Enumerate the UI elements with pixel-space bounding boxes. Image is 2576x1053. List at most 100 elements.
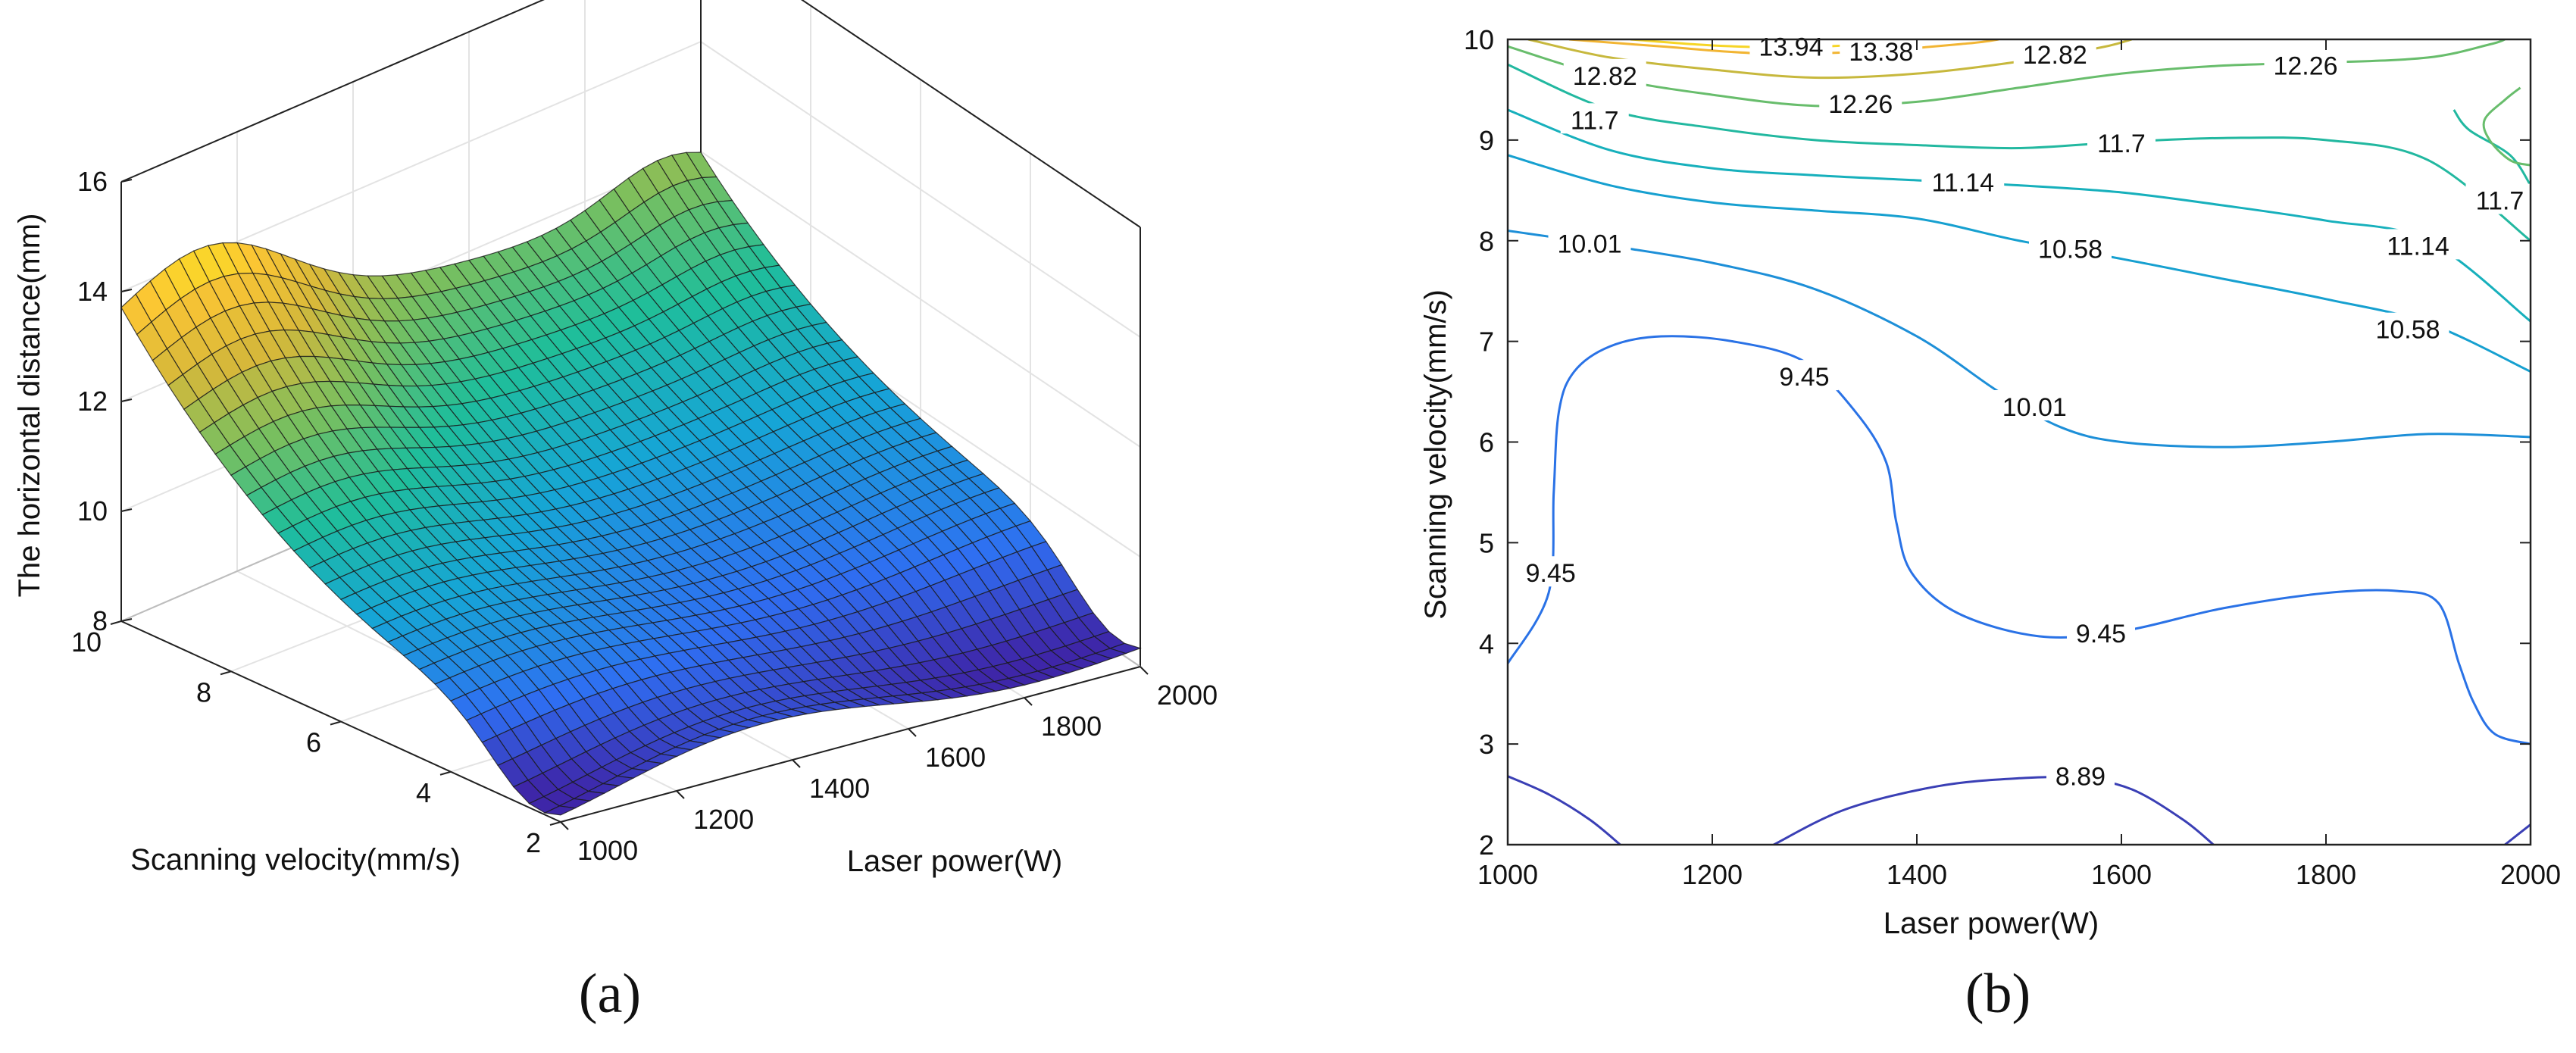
contour-labels: 8.89 9.45 9.45 9.45 10.01 10.01 10.58 10.58 11.1… bbox=[1516, 30, 2534, 792]
panel-a-caption: (a) bbox=[578, 963, 642, 1025]
surface-plot-panel: 8 10 12 14 16 1000 1200 1400 1600 1800 2000 2 4 6 8 10 … bbox=[13, 0, 1218, 878]
contour-label: 12.82 bbox=[1573, 62, 1637, 91]
y-tick-label: 8 bbox=[1479, 226, 1494, 257]
contour-label-bg bbox=[1749, 30, 1833, 61]
contour-label-bg bbox=[1516, 556, 1585, 587]
x-tick-label: 1800 bbox=[1041, 711, 1102, 742]
contour-label: 13.94 bbox=[1758, 33, 1823, 61]
y-tick-label: 2 bbox=[526, 827, 541, 858]
z-tick bbox=[120, 618, 133, 622]
contour-label: 9.45 bbox=[1526, 559, 1576, 588]
y-tick-label: 3 bbox=[1479, 729, 1494, 760]
grid-line bbox=[120, 0, 545, 183]
contour-line-11-7 bbox=[1508, 63, 2531, 242]
contour-label: 12.26 bbox=[1828, 90, 1893, 119]
y-axis-label: Scanning velocity(mm/s) bbox=[130, 843, 461, 876]
y-tick bbox=[549, 821, 561, 826]
x-tick-label: 2000 bbox=[1157, 680, 1218, 711]
y-tick-label: 8 bbox=[196, 676, 211, 708]
panel-b-caption: (b) bbox=[1965, 963, 2031, 1025]
contour-label-bg bbox=[1770, 360, 1839, 391]
surface-axes-front bbox=[110, 179, 1149, 830]
x-tick-label: 1000 bbox=[1477, 859, 1538, 890]
z-tick bbox=[120, 508, 133, 512]
x-tick bbox=[676, 790, 685, 799]
z-tick bbox=[120, 179, 133, 183]
z-tick-label: 16 bbox=[77, 166, 108, 197]
z-tick bbox=[120, 289, 133, 292]
contour-label: 11.7 bbox=[2097, 130, 2146, 158]
x-tick bbox=[792, 759, 801, 768]
z-tick bbox=[120, 398, 133, 402]
contour-label: 10.58 bbox=[2038, 235, 2102, 264]
contour-label-bg bbox=[1993, 389, 2076, 420]
contour-label: 12.82 bbox=[2023, 41, 2087, 70]
contour-plot-panel: 8.89 9.45 9.45 9.45 10.01 10.01 10.58 10.58 11.1… bbox=[1288, 0, 2576, 1053]
contour-label-bg bbox=[2264, 48, 2347, 80]
x-tick bbox=[908, 728, 917, 737]
x-axis-label: Laser power(W) bbox=[1884, 907, 2099, 940]
contour-line-11-14 bbox=[1508, 108, 2531, 323]
x-tick-label: 1400 bbox=[809, 773, 870, 804]
x-tick-label: 1000 bbox=[577, 835, 638, 866]
contour-label: 10.01 bbox=[1557, 230, 1621, 259]
contour-label: 11.14 bbox=[1931, 169, 1994, 198]
x-tick-label: 1800 bbox=[2296, 859, 2356, 890]
y-tick-label: 7 bbox=[1479, 327, 1494, 358]
contour-label-bg bbox=[2087, 126, 2156, 157]
contour-label: 9.45 bbox=[1779, 363, 1829, 392]
contour-line-10-58 bbox=[1508, 154, 2531, 373]
y-tick-label: 6 bbox=[1479, 427, 1494, 458]
x-axis-line bbox=[560, 666, 1141, 823]
z-axis-label: The horizontal distance(mm) bbox=[13, 214, 46, 598]
contour-label: 10.58 bbox=[2375, 316, 2440, 345]
contour-label-bg bbox=[2465, 183, 2534, 214]
x-tick-label: 1600 bbox=[925, 742, 986, 773]
contour-plot: 8.89 9.45 9.45 9.45 10.01 10.01 10.58 10.58 11.1… bbox=[1419, 24, 2561, 940]
surface-plot: 810121416100012001400160018002000246810 … bbox=[13, 0, 1218, 878]
contour-label-bg bbox=[2366, 312, 2449, 343]
contour-line-8-89 bbox=[2504, 823, 2531, 845]
contour-line-8-89 bbox=[1508, 775, 1621, 845]
contour-label-bg bbox=[1563, 58, 1646, 89]
contour-label: 11.7 bbox=[2476, 187, 2524, 216]
surface-mesh bbox=[120, 152, 1142, 816]
contour-label-bg bbox=[2046, 759, 2115, 790]
y-tick bbox=[330, 720, 342, 726]
contour-line-9-45 bbox=[1508, 335, 2531, 745]
contour-label-bg bbox=[2067, 616, 2135, 647]
contour-axes-frame bbox=[1506, 38, 2532, 846]
x-tick-label: 1200 bbox=[1682, 859, 1743, 890]
x-tick-label: 1400 bbox=[1887, 859, 1947, 890]
contour-line-12-26 bbox=[1508, 39, 2506, 108]
y-tick-label: 10 bbox=[71, 626, 102, 658]
contour-line-8-89 bbox=[1773, 776, 2215, 845]
contour-tick-labels: 1000 1200 1400 1600 1800 2000 2 3 4 5 6 7 8 9 10 bbox=[1464, 24, 2561, 890]
y-tick bbox=[439, 770, 452, 776]
y-tick-label: 5 bbox=[1479, 527, 1494, 558]
contour-label-bg bbox=[2013, 37, 2096, 68]
contour-label-bg bbox=[2377, 229, 2459, 260]
contour-label: 12.26 bbox=[2273, 52, 2337, 81]
contour-label: 13.38 bbox=[1849, 38, 1913, 67]
contour-label: 9.45 bbox=[2076, 620, 2126, 648]
y-tick-label: 6 bbox=[306, 727, 321, 758]
contour-line-12-26 bbox=[2482, 86, 2531, 167]
x-axis-label: Laser power(W) bbox=[847, 845, 1063, 878]
axis-edge bbox=[801, 0, 1141, 228]
y-tick-label: 10 bbox=[1464, 24, 1494, 55]
y-tick bbox=[220, 670, 232, 676]
x-tick bbox=[1024, 697, 1033, 706]
y-tick-label: 4 bbox=[416, 777, 431, 808]
y-tick-label: 2 bbox=[1479, 830, 1494, 861]
contour-label-bg bbox=[2029, 232, 2112, 263]
contour-label: 8.89 bbox=[2055, 763, 2106, 792]
contour-label: 11.7 bbox=[1571, 106, 1619, 135]
contour-line-11-7 bbox=[2453, 109, 2531, 186]
contour-lines bbox=[1508, 39, 2531, 845]
contour-label-bg bbox=[1819, 87, 1902, 118]
z-tick-label: 10 bbox=[77, 495, 108, 526]
y-tick-label: 9 bbox=[1479, 125, 1494, 156]
x-tick-label: 1200 bbox=[693, 804, 754, 835]
